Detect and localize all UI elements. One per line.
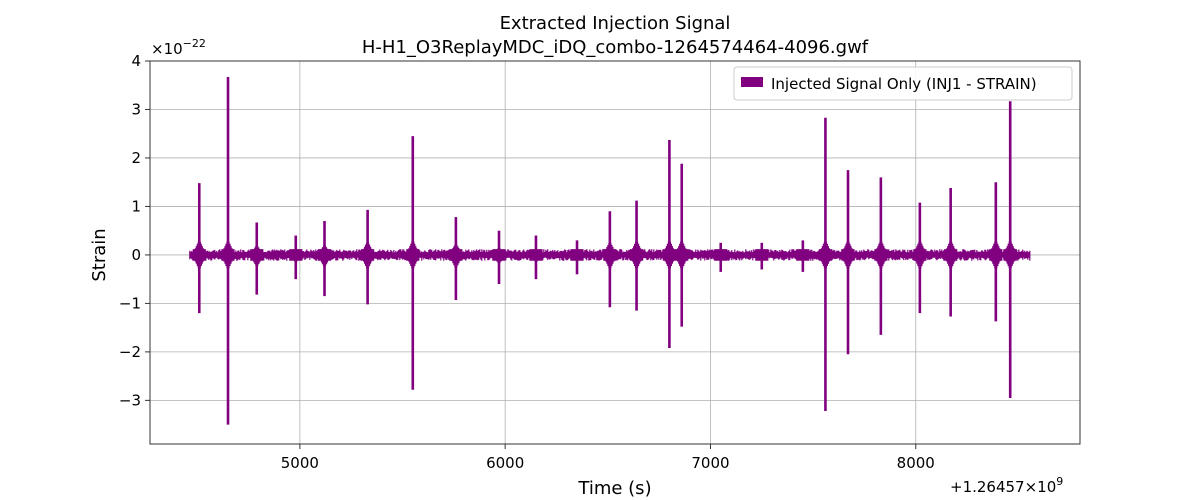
- legend: Injected Signal Only (INJ1 - STRAIN): [733, 66, 1073, 101]
- y-tick-label: 1: [131, 197, 141, 215]
- plot-frame: [149, 60, 1081, 445]
- legend-box: [733, 66, 1073, 101]
- x-tick-label: 7000: [691, 454, 729, 472]
- chart-subtitle: H-H1_O3ReplayMDC_iDQ_combo-1264574464-40…: [362, 37, 869, 58]
- y-axis-multiplier: ×10−22: [151, 37, 206, 58]
- y-tick-label: −1: [119, 294, 141, 312]
- x-tick-label: 8000: [897, 454, 935, 472]
- legend-label: Injected Signal Only (INJ1 - STRAIN): [771, 75, 1037, 93]
- chart-title: Extracted Injection Signal: [500, 13, 731, 34]
- x-axis-offset: +1.26457×109: [950, 475, 1063, 496]
- x-tick-label: 6000: [486, 454, 524, 472]
- x-axis-ticks: 5000 6000 7000 8000: [281, 444, 935, 472]
- legend-swatch: [741, 77, 763, 87]
- y-tick-label: −2: [119, 343, 141, 361]
- y-tick-label: 3: [131, 100, 141, 118]
- y-axis-ticks: −3 −2 −1 0 1 2 3 4: [119, 52, 150, 409]
- x-tick-label: 5000: [281, 454, 319, 472]
- x-axis-label: Time (s): [577, 478, 651, 499]
- y-tick-label: 4: [131, 52, 141, 70]
- y-axis-label: Strain: [89, 228, 110, 281]
- signal-trace: [189, 76, 1031, 425]
- y-tick-label: 2: [131, 149, 141, 167]
- y-tick-label: 0: [131, 246, 141, 264]
- y-tick-label: −3: [119, 391, 141, 409]
